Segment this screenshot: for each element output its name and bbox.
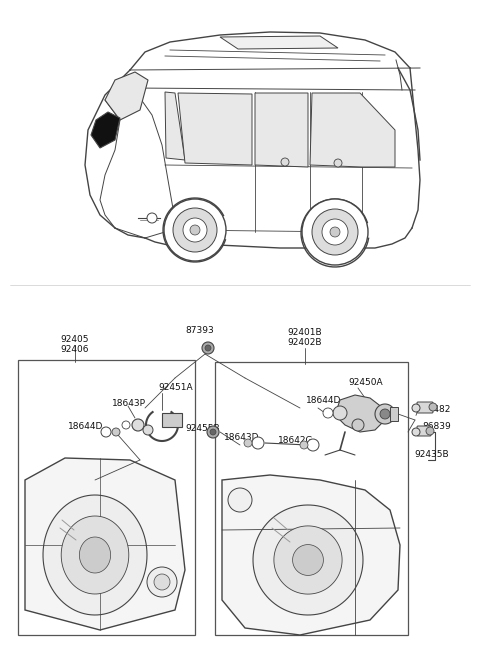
Polygon shape [335,395,385,432]
Circle shape [147,213,157,223]
Circle shape [202,342,214,354]
Polygon shape [105,72,148,120]
Polygon shape [220,36,338,49]
Polygon shape [293,544,324,575]
Circle shape [122,421,130,429]
Polygon shape [274,526,342,594]
Circle shape [112,428,120,436]
Circle shape [312,209,358,255]
Circle shape [333,406,347,420]
Circle shape [334,159,342,167]
Circle shape [101,427,111,437]
Polygon shape [61,516,129,594]
Circle shape [300,441,308,449]
Circle shape [412,428,420,436]
Circle shape [323,408,333,418]
Polygon shape [18,360,195,635]
Text: 18642G: 18642G [278,436,313,445]
Circle shape [228,488,252,512]
Polygon shape [91,112,120,148]
Text: 18643P: 18643P [112,399,146,408]
Polygon shape [165,92,185,160]
Circle shape [281,158,289,166]
Polygon shape [178,93,252,165]
Circle shape [429,403,437,411]
Polygon shape [310,93,395,167]
Circle shape [244,439,252,447]
Text: 18644D: 18644D [68,422,103,431]
Text: 92435B: 92435B [414,450,449,459]
Bar [162,413,182,427]
Circle shape [302,199,368,265]
Polygon shape [43,495,147,615]
Text: 92451A: 92451A [158,383,192,392]
Circle shape [307,439,319,451]
Circle shape [322,219,348,245]
Text: 92450A: 92450A [348,378,383,387]
Circle shape [173,208,217,252]
Text: 87393: 87393 [186,326,215,335]
Circle shape [412,404,420,412]
Circle shape [183,218,207,242]
Circle shape [205,345,211,351]
Polygon shape [25,458,185,630]
Text: 92455B: 92455B [185,424,220,433]
Text: 92401B: 92401B [288,328,322,337]
Polygon shape [215,362,408,635]
Circle shape [210,429,216,435]
FancyBboxPatch shape [417,426,431,436]
Text: 92482: 92482 [422,405,450,414]
Text: 92402B: 92402B [288,338,322,347]
Text: 86839: 86839 [422,422,451,431]
Polygon shape [255,93,308,167]
Bar [390,407,398,421]
Circle shape [143,425,153,435]
Circle shape [252,437,264,449]
Polygon shape [79,537,110,573]
FancyBboxPatch shape [417,402,433,413]
Circle shape [154,574,170,590]
Circle shape [426,427,434,435]
Text: 92406: 92406 [61,345,89,354]
Circle shape [207,426,219,438]
Circle shape [330,227,340,237]
Circle shape [380,409,390,419]
Text: 92405: 92405 [61,335,89,344]
Circle shape [132,419,144,431]
Polygon shape [222,475,400,635]
Polygon shape [253,505,363,615]
Text: 18643D: 18643D [224,433,260,442]
Circle shape [375,404,395,424]
Circle shape [352,419,364,431]
Text: 18644D: 18644D [306,396,341,405]
Circle shape [147,567,177,597]
Circle shape [190,225,200,235]
Circle shape [164,199,226,261]
